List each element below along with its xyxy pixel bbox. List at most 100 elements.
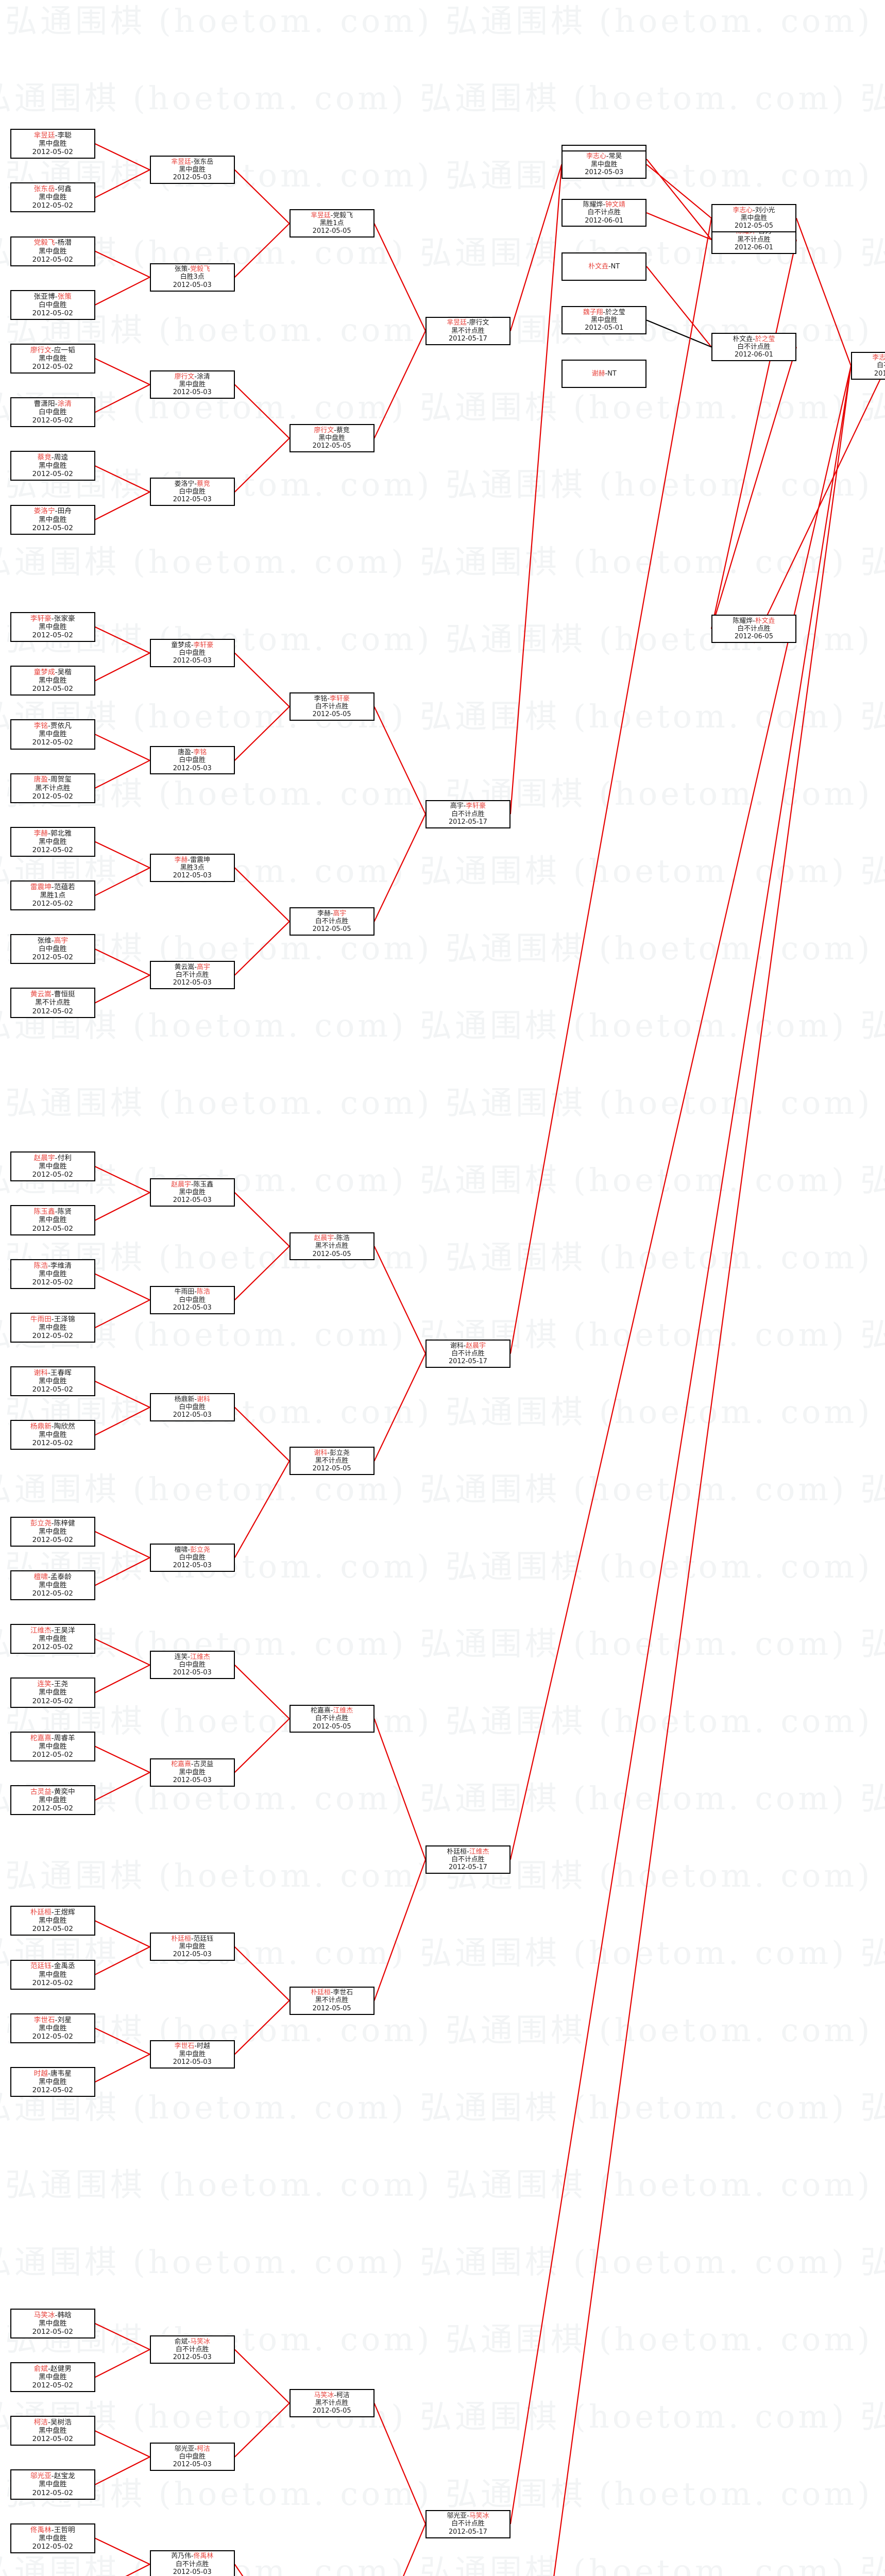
match-box[interactable]: 古灵益-黄奕中 黑中盘胜 2012-05-02 <box>10 1785 95 1815</box>
match-box[interactable]: 廖行文-蔡竞 黑中盘胜 2012-05-05 <box>289 424 375 453</box>
loser-name: 陈贤 <box>57 1208 72 1216</box>
match-players: 谢科-彭立尧 <box>314 1449 350 1457</box>
match-box[interactable]: 张东岳-何鑫 黑中盘胜 2012-05-02 <box>10 182 95 213</box>
match-box[interactable]: 雷震坤-范蕴若 黑胜1点 2012-05-02 <box>10 880 95 911</box>
match-box[interactable]: 陈玉鑫-陈贤 黑中盘胜 2012-05-02 <box>10 1205 95 1235</box>
match-box[interactable]: 李轩豪-张家豪 黑中盘胜 2012-05-02 <box>10 612 95 642</box>
match-box[interactable]: 柁嘉熹-周睿羊 黑中盘胜 2012-05-02 <box>10 1731 95 1761</box>
match-box[interactable]: 李铭-贾依凡 黑中盘胜 2012-05-02 <box>10 719 95 750</box>
match-box[interactable]: 范廷钰-金禹丞 黑中盘胜 2012-05-02 <box>10 1959 95 1990</box>
match-box[interactable]: 邬光亚-赵宝龙 黑中盘胜 2012-05-02 <box>10 2469 95 2500</box>
match-box[interactable]: 娄洛宁-蔡竞 白中盘胜 2012-05-03 <box>149 478 235 506</box>
match-box[interactable]: 李赫-雷震坤 黑胜3点 2012-05-03 <box>149 853 235 882</box>
match-box[interactable]: 童梦成-李轩豪 白中盘胜 2012-05-03 <box>149 639 235 667</box>
match-box[interactable]: 朴文垚-於之莹 白不计点胜 2012-06-01 <box>711 333 796 361</box>
match-box[interactable]: 芮乃伟-佟禹林 白不计点胜 2012-05-03 <box>149 2550 235 2576</box>
match-players: 邬光亚-马笑冰 <box>447 2512 489 2520</box>
match-box[interactable]: 童梦成-吴楷 黑中盘胜 2012-05-02 <box>10 666 95 696</box>
match-box[interactable]: 朴廷桓-王煜辉 黑中盘胜 2012-05-02 <box>10 1906 95 1936</box>
match-box[interactable]: 谢科-王春晖 黑中盘胜 2012-05-02 <box>10 1366 95 1397</box>
match-box[interactable]: 芈昱廷-张东岳 黑中盘胜 2012-05-03 <box>149 156 235 184</box>
name-separator: - <box>606 152 609 161</box>
match-box[interactable]: 俞斌-赵健男 黑中盘胜 2012-05-02 <box>10 2362 95 2393</box>
match-box[interactable]: 俞斌-马笑冰 白不计点胜 2012-05-03 <box>149 2335 235 2364</box>
match-box[interactable]: 马笑冰-柯洁 黑不计点胜 2012-05-05 <box>289 2389 375 2418</box>
match-box[interactable]: 芈昱廷-李聪 黑中盘胜 2012-05-02 <box>10 129 95 159</box>
loser-name: 付利 <box>57 1154 72 1163</box>
bye-box[interactable]: 朴文垚-NT <box>561 252 647 281</box>
match-box[interactable]: 娄洛宁-田舟 黑中盘胜 2012-05-02 <box>10 504 95 535</box>
match-box[interactable]: 邬光亚-柯洁 白中盘胜 2012-05-03 <box>149 2443 235 2471</box>
match-box[interactable]: 张维-高宇 白中盘胜 2012-05-02 <box>10 934 95 964</box>
match-box[interactable]: 朴廷桓-范廷钰 黑中盘胜 2012-05-03 <box>149 1933 235 1961</box>
match-box[interactable]: 陈耀烨-朴文垚 白不计点胜 2012-06-05 <box>711 615 796 643</box>
winner-name: 雷震坤 <box>30 883 52 891</box>
match-box[interactable]: 赵晨宇-陈浩 黑不计点胜 2012-05-05 <box>289 1232 375 1261</box>
match-box[interactable]: 檀啸-彭立尧 白中盘胜 2012-05-03 <box>149 1543 235 1572</box>
match-box[interactable]: 檀啸-孟泰龄 黑中盘胜 2012-05-02 <box>10 1570 95 1601</box>
match-box[interactable]: 芈昱廷-廖行文 黑不计点胜 2012-05-17 <box>425 316 510 345</box>
match-box[interactable]: 邬光亚-马笑冰 白不计点胜 2012-05-17 <box>425 2510 510 2538</box>
connector-line <box>95 1920 150 1947</box>
match-date: 2012-05-02 <box>32 201 73 210</box>
connector-line <box>403 2523 426 2576</box>
match-box[interactable]: 李世石-时越 黑中盘胜 2012-05-03 <box>149 2040 235 2069</box>
match-result: 黑中盘胜 <box>38 1970 67 1979</box>
match-box[interactable]: 黄云嵩-高宇 白不计点胜 2012-05-03 <box>149 961 235 990</box>
match-players: 赵晨宇-陈浩 <box>314 1234 350 1242</box>
match-box[interactable]: 魏子翔-於之莹 黑中盘胜 2012-05-01 <box>561 306 647 334</box>
match-box[interactable]: 彭立尧-陈梓健 黑中盘胜 2012-05-02 <box>10 1516 95 1547</box>
match-box[interactable]: 廖行文-涂清 黑中盘胜 2012-05-03 <box>149 370 235 399</box>
match-players: 俞斌-马笑冰 <box>175 2338 210 2346</box>
match-box[interactable]: 柯洁-吴树浩 黑中盘胜 2012-05-02 <box>10 2416 95 2446</box>
match-box[interactable]: 朴廷桓-李世石 黑不计点胜 2012-05-05 <box>289 1986 375 2015</box>
match-box[interactable]: 杨鼎新-陶欣然 黑中盘胜 2012-05-02 <box>10 1420 95 1450</box>
match-result: 白中盘胜 <box>179 756 206 765</box>
match-box[interactable]: 高宇-李轩豪 白不计点胜 2012-05-17 <box>425 800 510 828</box>
match-box[interactable]: 李赫-高宇 白不计点胜 2012-05-05 <box>289 907 375 936</box>
match-box[interactable]: 芈昱廷-党毅飞 黑胜1点 2012-05-05 <box>289 209 375 238</box>
match-date: 2012-05-03 <box>173 1776 212 1784</box>
match-box[interactable]: 陈浩-李维清 黑中盘胜 2012-05-02 <box>10 1259 95 1289</box>
name-separator: - <box>51 453 54 462</box>
match-box[interactable]: 牛雨田-王泽锦 黑中盘胜 2012-05-02 <box>10 1312 95 1343</box>
match-box[interactable]: 李铭-李轩豪 白不计点胜 2012-05-05 <box>289 692 375 721</box>
match-box[interactable]: 马笑冰-韩晗 黑中盘胜 2012-05-02 <box>10 2308 95 2338</box>
match-box[interactable]: 谢科-彭立尧 黑不计点胜 2012-05-05 <box>289 1447 375 1476</box>
match-box[interactable]: 时越-唐韦星 黑中盘胜 2012-05-02 <box>10 2066 95 2097</box>
match-box[interactable]: 牛雨田-陈浩 白中盘胜 2012-05-03 <box>149 1285 235 1314</box>
match-box[interactable]: 廖行文-应一韬 黑中盘胜 2012-05-02 <box>10 343 95 374</box>
match-box[interactable]: 赵晨宇-付利 黑中盘胜 2012-05-02 <box>10 1151 95 1182</box>
match-box[interactable]: 佟禹林-王哲明 黑中盘胜 2012-05-02 <box>10 2523 95 2553</box>
match-box[interactable]: 连笑-王尧 黑中盘胜 2012-05-02 <box>10 1677 95 1708</box>
match-box[interactable]: 柁嘉熹-古灵益 黑中盘胜 2012-05-03 <box>149 1758 235 1787</box>
match-box[interactable]: 李世石-刘星 黑中盘胜 2012-05-02 <box>10 2013 95 2043</box>
match-box[interactable]: 杨鼎新-谢科 白中盘胜 2012-05-03 <box>149 1393 235 1422</box>
loser-name: NT <box>610 262 620 270</box>
match-box[interactable]: 江维杰-王昊洋 黑中盘胜 2012-05-02 <box>10 1624 95 1654</box>
match-box[interactable]: 党毅飞-杨潜 黑中盘胜 2012-05-02 <box>10 236 95 266</box>
match-box[interactable]: 李志心-常昊 黑中盘胜 2012-05-03 <box>561 150 647 179</box>
bye-box[interactable]: 谢赫-NT <box>561 360 647 388</box>
match-box[interactable]: 谢科-赵晨宇 白不计点胜 2012-05-17 <box>425 1339 510 1368</box>
match-box[interactable]: 唐盈-李铭 白中盘胜 2012-05-03 <box>149 746 235 775</box>
connector-line <box>646 319 712 348</box>
match-box[interactable]: 连笑-江维杰 白中盘胜 2012-05-03 <box>149 1651 235 1680</box>
match-box[interactable]: 柁嘉熹-江维杰 白不计点胜 2012-05-05 <box>289 1704 375 1733</box>
match-box[interactable]: 张策-党毅飞 白胜3点 2012-05-03 <box>149 263 235 292</box>
match-box[interactable]: 张亚博-张策 白中盘胜 2012-05-02 <box>10 290 95 320</box>
match-box[interactable]: 朴廷桓-江维杰 白不计点胜 2012-05-17 <box>425 1845 510 1874</box>
match-players: 檀啸-彭立尧 <box>175 1546 210 1554</box>
match-box[interactable]: 黄云嵩-曹恒挺 黑不计点胜 2012-05-02 <box>10 988 95 1018</box>
match-box[interactable]: 李志心-刘小光 黑中盘胜 2012-05-05 <box>711 204 796 232</box>
match-box[interactable]: 李赫-郭北雅 黑中盘胜 2012-05-02 <box>10 826 95 857</box>
match-result: 黑中盘胜 <box>38 1917 67 1925</box>
match-box[interactable]: 赵晨宇-陈玉鑫 黑中盘胜 2012-05-03 <box>149 1178 235 1207</box>
match-date: 2012-05-03 <box>173 1411 212 1419</box>
match-box[interactable]: 陈耀烨-钟文靖 白不计点胜 2012-06-01 <box>561 198 647 227</box>
match-box[interactable]: 唐盈-周贺玺 黑不计点胜 2012-05-02 <box>10 773 95 803</box>
match-box[interactable]: 曹潇阳-涂清 白中盘胜 2012-05-02 <box>10 397 95 428</box>
match-result: 白不计点胜 <box>315 703 349 711</box>
match-box[interactable]: 蔡竞-周逵 黑中盘胜 2012-05-02 <box>10 451 95 481</box>
